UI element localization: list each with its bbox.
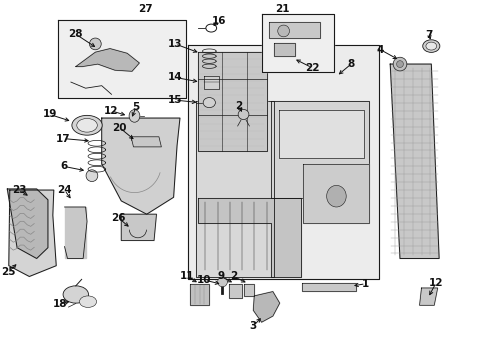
Polygon shape [271,101,368,198]
Polygon shape [253,292,279,322]
Text: 17: 17 [56,134,71,144]
Polygon shape [9,190,56,276]
Text: 14: 14 [167,72,182,82]
Text: 27: 27 [138,4,153,14]
Polygon shape [121,214,156,240]
Polygon shape [204,76,219,89]
Text: 24: 24 [57,185,72,195]
Text: 21: 21 [275,4,289,14]
Text: 13: 13 [167,39,182,49]
Ellipse shape [72,115,102,135]
Polygon shape [261,14,333,72]
Text: 1: 1 [362,279,368,289]
Text: 12: 12 [428,278,443,288]
Circle shape [89,38,101,50]
Polygon shape [198,198,300,277]
Text: 16: 16 [211,16,226,26]
Ellipse shape [77,118,97,132]
Circle shape [86,170,98,181]
Ellipse shape [129,109,140,122]
Polygon shape [278,110,364,158]
Polygon shape [189,284,209,305]
Polygon shape [76,49,139,71]
Ellipse shape [205,24,216,32]
Polygon shape [188,45,378,279]
Text: 28: 28 [68,29,83,39]
Ellipse shape [80,296,97,307]
Polygon shape [7,189,48,258]
Text: 22: 22 [304,63,319,73]
Text: 4: 4 [376,45,384,55]
Polygon shape [389,64,438,258]
Polygon shape [419,288,437,305]
Text: 9: 9 [217,271,224,282]
Polygon shape [303,164,368,223]
Text: 26: 26 [111,213,125,223]
Text: 2: 2 [230,271,237,282]
Polygon shape [58,20,185,98]
Polygon shape [198,52,266,151]
Circle shape [217,277,227,287]
Circle shape [277,25,289,37]
Ellipse shape [203,98,215,108]
Polygon shape [243,284,254,296]
Polygon shape [64,207,85,258]
Text: 12: 12 [104,106,119,116]
Ellipse shape [422,40,439,53]
Circle shape [396,60,403,68]
Polygon shape [302,283,355,291]
Text: 25: 25 [1,267,16,277]
Ellipse shape [326,185,346,207]
Text: 8: 8 [347,59,354,69]
Text: 5: 5 [132,102,139,112]
Ellipse shape [238,109,248,120]
Text: 23: 23 [12,185,27,195]
Text: 20: 20 [112,123,127,133]
Text: 19: 19 [42,109,57,120]
Text: 6: 6 [60,161,67,171]
Polygon shape [268,22,320,38]
Text: 18: 18 [52,299,67,309]
Ellipse shape [63,286,88,303]
Polygon shape [131,137,161,147]
Circle shape [392,57,406,71]
Ellipse shape [425,42,436,50]
Text: 3: 3 [249,321,256,331]
Text: 15: 15 [167,95,182,105]
Text: 7: 7 [425,30,432,40]
Text: 11: 11 [179,271,194,282]
Polygon shape [102,118,180,214]
Polygon shape [228,284,242,298]
Text: 2: 2 [235,101,242,111]
Polygon shape [195,101,273,277]
Polygon shape [273,43,294,56]
Text: 10: 10 [197,275,211,285]
